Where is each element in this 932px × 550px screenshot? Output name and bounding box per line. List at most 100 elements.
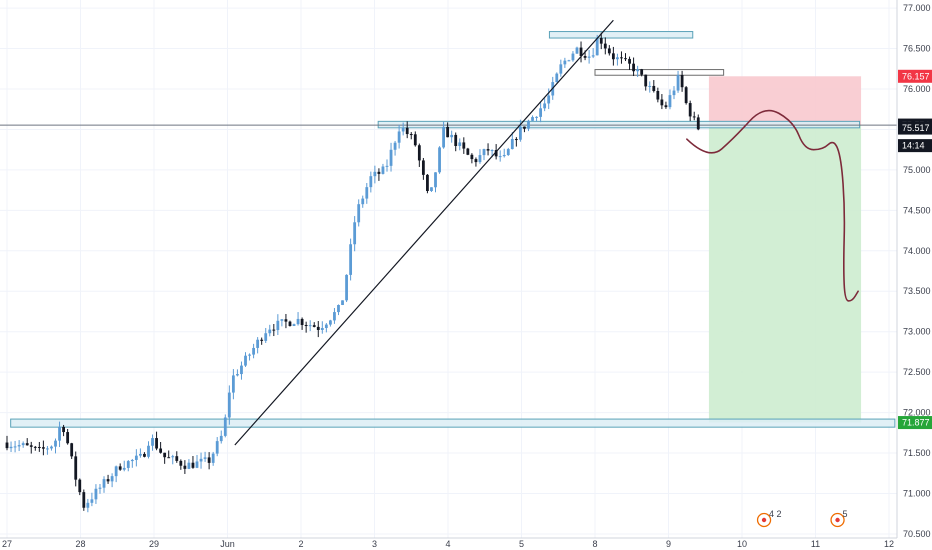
candle-body — [341, 300, 344, 305]
candle-body — [446, 126, 450, 138]
candle-body — [292, 324, 296, 326]
candle-body — [82, 492, 86, 508]
candle-body — [215, 441, 219, 454]
candle-body — [595, 38, 599, 56]
candle-body — [9, 446, 13, 449]
candle-body — [316, 326, 320, 331]
candle-body — [620, 57, 623, 59]
price-badge — [898, 121, 932, 135]
candle-body — [244, 355, 247, 366]
y-tick-label: 73.500 — [903, 286, 931, 296]
candle-body — [478, 155, 482, 163]
zones — [0, 31, 897, 428]
candle-body — [458, 142, 462, 146]
candle-body — [21, 443, 25, 446]
candle-body — [304, 325, 308, 327]
candle-body — [438, 147, 441, 173]
candle-body — [308, 325, 312, 327]
event-marker-count: 5 — [843, 509, 848, 519]
sr-zone — [594, 69, 725, 76]
candle-body — [575, 47, 579, 54]
x-tick-label: 5 — [519, 539, 524, 549]
candle-body — [555, 73, 559, 83]
candle-body — [535, 116, 538, 118]
take-profit-zone — [708, 125, 862, 423]
candle-body — [110, 476, 114, 482]
candle-body — [203, 457, 207, 459]
candle-body — [276, 320, 280, 331]
candle-body — [652, 85, 656, 92]
x-tick-label: 27 — [2, 539, 12, 549]
candle-body — [583, 56, 587, 58]
candle-body — [320, 327, 324, 331]
price-badge-text: 14:14 — [902, 141, 925, 151]
candle-body — [684, 87, 688, 104]
candle-body — [579, 47, 583, 57]
candle-body — [86, 502, 90, 508]
candle-body — [616, 57, 619, 60]
candle-body — [280, 319, 284, 321]
x-tick-label: 8 — [592, 539, 597, 549]
x-tick-label: 12 — [884, 539, 894, 549]
candle-body — [37, 446, 41, 448]
y-tick-label: 70.500 — [903, 529, 931, 539]
candle-body — [644, 74, 648, 87]
price-badge-text: 71.877 — [902, 418, 930, 428]
y-tick-label: 72.000 — [903, 408, 931, 418]
y-tick-label: 73.000 — [903, 327, 931, 337]
price-badge-text: 75.517 — [902, 123, 930, 133]
y-tick-label: 71.500 — [903, 448, 931, 458]
candle-body — [656, 91, 660, 100]
trend-line — [234, 19, 614, 446]
candle-body — [236, 374, 239, 376]
x-tick-label: 29 — [149, 539, 159, 549]
candle-body — [118, 466, 122, 470]
candle-body — [632, 63, 635, 72]
candle-body — [288, 321, 292, 326]
candle-body — [664, 105, 668, 108]
candle-body — [409, 134, 413, 136]
sr-zone — [548, 31, 694, 39]
candle-body — [591, 55, 595, 57]
candle-body — [482, 149, 486, 156]
candle-body — [300, 318, 304, 326]
candle-body — [563, 60, 567, 65]
candle-body — [696, 117, 700, 130]
candle-body — [191, 462, 195, 468]
candle-body — [510, 139, 514, 150]
candle-body — [155, 438, 158, 449]
candle-body — [50, 446, 53, 449]
x-tick-label: 10 — [737, 539, 747, 549]
candle-body — [668, 95, 672, 108]
candle-body — [163, 452, 167, 458]
candle-body — [426, 174, 429, 192]
candle-body — [66, 432, 70, 444]
candle-body — [134, 455, 138, 460]
candle-body — [369, 176, 373, 188]
candle-body — [139, 453, 142, 456]
candle-body — [324, 324, 328, 328]
candle-body — [393, 142, 397, 150]
candle-body — [151, 438, 154, 446]
candle-body — [159, 448, 163, 453]
x-tick-label: 28 — [75, 539, 85, 549]
candle-body — [329, 320, 332, 325]
candle-body — [349, 244, 353, 275]
candle-body — [688, 103, 692, 117]
candle-body — [676, 75, 680, 91]
candle-body — [624, 58, 627, 60]
y-tick-label: 75.000 — [903, 165, 931, 175]
candle-body — [430, 187, 433, 192]
price-badge-text: 76.157 — [902, 71, 930, 81]
candle-body — [167, 457, 171, 459]
candle-body — [102, 479, 106, 488]
candle-body — [264, 333, 268, 341]
candle-body — [672, 90, 676, 96]
candle-body — [284, 319, 288, 322]
candle-body — [98, 487, 102, 489]
candle-body — [13, 446, 17, 448]
candle-body — [312, 325, 316, 327]
candle-body — [405, 127, 409, 135]
price-badge — [898, 416, 932, 430]
